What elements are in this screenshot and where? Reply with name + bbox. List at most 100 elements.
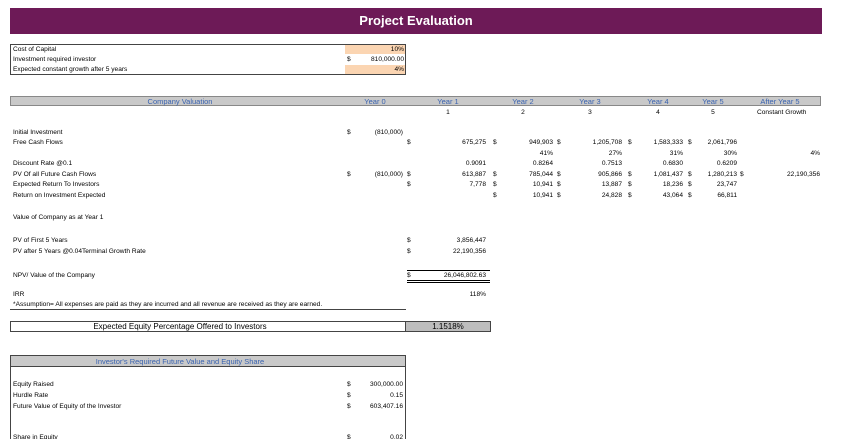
currency: $ [628, 139, 632, 146]
currency: $ [628, 181, 632, 188]
currency: $ [347, 381, 351, 388]
input-value: 10% [390, 46, 404, 53]
cell-value: 1,280,213 [707, 171, 737, 178]
cell-value: 2,061,796 [707, 139, 737, 146]
year-number: 2 [521, 109, 525, 116]
currency: $ [688, 192, 692, 199]
cell-value: 23,747 [716, 181, 737, 188]
row-label: Expected Return To Investors [13, 181, 100, 188]
cell-value: 1,081,437 [653, 171, 683, 178]
column-header: Company Valuation [147, 97, 213, 106]
currency: $ [347, 392, 351, 399]
cell-value: 785,044 [529, 171, 553, 178]
cell-value: 905,866 [598, 171, 622, 178]
year-number: 4 [656, 109, 660, 116]
row-label: PV Of all Future Cash Flows [13, 171, 97, 178]
cell-value: 41% [539, 150, 553, 157]
cell-value: 0.02 [390, 434, 403, 439]
row-label: Return on Investment Expected [13, 192, 106, 199]
cell-value: 0.6830 [662, 160, 683, 167]
input-label: Cost of Capital [13, 46, 57, 53]
currency: $ [688, 139, 692, 146]
input-label: Investment required investor [13, 56, 97, 63]
cell-value: 675,275 [462, 139, 486, 146]
cell-value: 26,046,802.63 [443, 272, 486, 279]
input-value: 4% [394, 66, 404, 73]
cell-value: 118% [469, 291, 486, 298]
cell-value: 43,064 [662, 192, 683, 199]
row-label: PV after 5 Years @0.04Terminal Growth Ra… [13, 248, 146, 255]
year-number: 5 [711, 109, 715, 116]
currency: $ [407, 237, 411, 244]
inputs-box [10, 44, 406, 75]
column-header: Year 0 [364, 97, 386, 106]
currency: $ [347, 171, 351, 178]
row-label: Future Value of Equity of the Investor [13, 403, 122, 410]
row-label: NPV/ Value of the Company [13, 272, 95, 279]
cell-value: (810,000) [374, 171, 403, 178]
input-highlight [345, 65, 405, 74]
row-label: *Assumption= All expenses are paid as th… [13, 301, 323, 308]
currency: $ [688, 181, 692, 188]
equity-offer-cell [405, 321, 491, 332]
title-bar [10, 8, 822, 34]
cell-value: 949,903 [529, 139, 553, 146]
cell-value: 31% [669, 150, 683, 157]
input-value: 810,000.00 [370, 56, 404, 63]
cell-value: 66,811 [717, 192, 737, 199]
rule [10, 309, 406, 310]
column-header: Year 3 [579, 97, 601, 106]
row-label: Discount Rate @0.1 [13, 160, 73, 167]
cell-value: 24,828 [601, 192, 622, 199]
row-label: Initial Investment [13, 129, 63, 136]
currency: $ [493, 192, 497, 199]
currency: $ [557, 181, 561, 188]
row-label: Value of Company as at Year 1 [13, 214, 104, 221]
currency: $ [493, 171, 497, 178]
currency: $ [493, 181, 497, 188]
cell-value: 4% [810, 150, 820, 157]
currency: $ [493, 139, 497, 146]
year-number: Constant Growth [757, 109, 807, 116]
equity-offer-label: Expected Equity Percentage Offered to In… [93, 322, 267, 331]
cell-value: 603,407.16 [369, 403, 403, 410]
cell-value: 0.15 [390, 392, 403, 399]
column-header: After Year 5 [760, 97, 800, 106]
cell-value: 22,190,356 [786, 171, 820, 178]
currency: $ [347, 434, 351, 439]
valuation-header-bar [10, 96, 821, 106]
row-label: Share in Equity [13, 434, 58, 439]
column-header: Year 5 [702, 97, 724, 106]
column-header: Year 4 [647, 97, 669, 106]
row-label: Equity Raised [13, 381, 54, 388]
currency: $ [628, 192, 632, 199]
cell-value: 30% [723, 150, 737, 157]
cell-value: 1,583,333 [653, 139, 683, 146]
investor-header-bar [10, 355, 406, 367]
currency: $ [407, 272, 411, 279]
double-underline [407, 280, 490, 283]
top-border [407, 270, 490, 271]
cell-value: 1,205,708 [592, 139, 622, 146]
currency: $ [347, 403, 351, 410]
currency: $ [407, 248, 411, 255]
cell-value: 3,856,447 [456, 237, 486, 244]
currency: $ [557, 171, 561, 178]
year-number: 3 [588, 109, 592, 116]
row-label: Hurdle Rate [13, 392, 49, 399]
cell-value: (810,000) [374, 129, 403, 136]
cell-value: 7,778 [469, 181, 486, 188]
currency: $ [557, 139, 561, 146]
cell-value: 613,887 [462, 171, 486, 178]
cell-value: 0.8264 [532, 160, 553, 167]
cell-value: 27% [608, 150, 622, 157]
cell-value: 10,941 [532, 181, 553, 188]
cell-value: 300,000.00 [369, 381, 403, 388]
equity-offer-value: 1.1518% [432, 322, 464, 331]
cell-value: 0.6209 [716, 160, 737, 167]
currency: $ [557, 192, 561, 199]
currency: $ [628, 171, 632, 178]
input-label: Expected constant growth after 5 years [13, 66, 128, 73]
cell-value: 0.9091 [465, 160, 486, 167]
